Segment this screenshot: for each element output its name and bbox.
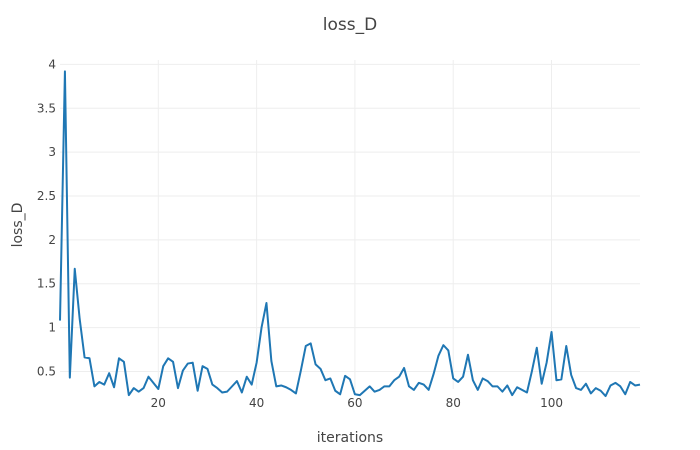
y-tick-label: 1	[48, 321, 56, 335]
y-tick-label: 2	[48, 233, 56, 247]
y-axis-title: loss_D	[10, 203, 26, 248]
x-tick-label: 100	[540, 396, 563, 410]
x-tick-label: 40	[249, 396, 264, 410]
x-tick-label: 60	[347, 396, 362, 410]
x-tick-label: 20	[151, 396, 166, 410]
y-tick-label: 3.5	[37, 101, 56, 115]
y-tick-label: 2.5	[37, 189, 56, 203]
y-tick-label: 0.5	[37, 364, 56, 378]
y-axis-ticks: 0.5 1 1.5 2 2.5 3 3.5 4	[37, 57, 56, 378]
y-tick-label: 4	[48, 57, 56, 71]
x-axis-ticks: 20 40 60 80 100	[151, 396, 563, 410]
series-line	[59, 70, 641, 398]
x-axis-title: iterations	[317, 430, 383, 446]
chart-title: loss_D	[323, 15, 377, 35]
x-tick-label: 80	[446, 396, 461, 410]
y-tick-label: 1.5	[37, 277, 56, 291]
series-layer	[59, 70, 641, 398]
y-tick-label: 3	[48, 145, 56, 159]
